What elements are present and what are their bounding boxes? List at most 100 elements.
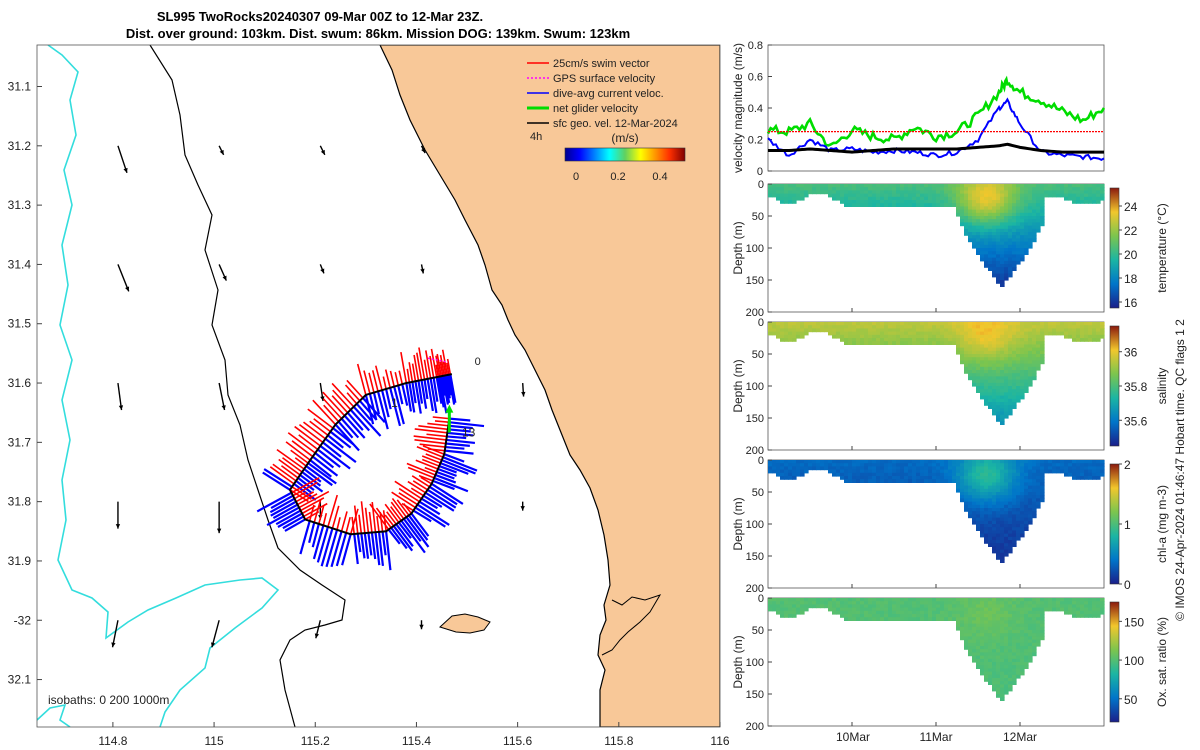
section-cell (1024, 460, 1029, 464)
section-cell (1012, 354, 1017, 358)
section-cell (848, 476, 853, 480)
section-cell (1012, 241, 1017, 246)
section-cell (844, 190, 849, 195)
section-cell (1020, 395, 1025, 400)
section-cell (1036, 492, 1041, 496)
section-cell (876, 328, 881, 333)
section-cell (980, 476, 985, 480)
section-cell (1092, 190, 1097, 195)
section-cell (900, 338, 905, 342)
section-cell (932, 466, 937, 471)
section-cell (984, 264, 989, 268)
section-cell (864, 614, 869, 618)
section-cell (1024, 476, 1029, 480)
section-cell (784, 463, 789, 467)
section-cell (916, 466, 921, 471)
section-cell (964, 495, 969, 499)
section-cell (836, 334, 841, 339)
section-cell (984, 386, 989, 390)
section-cell (968, 196, 973, 201)
section-cell (1068, 196, 1073, 201)
section-cell (1020, 665, 1025, 669)
section-cell (872, 614, 877, 618)
section-cell (992, 389, 997, 393)
section-cell (888, 334, 893, 339)
section-cell (976, 338, 981, 342)
section-cell (1048, 604, 1053, 609)
section-cell (1004, 498, 1009, 503)
section-cell (920, 187, 925, 191)
section-cell (1024, 225, 1029, 230)
section-cell (1000, 472, 1005, 477)
section-cell (912, 190, 917, 195)
section-cell (1020, 219, 1025, 223)
section-cell (988, 610, 993, 615)
section-cell (1012, 463, 1017, 467)
section-cell (1000, 485, 1005, 490)
section-cell (1008, 508, 1013, 512)
section-cell (1020, 482, 1025, 487)
section-cell (988, 257, 993, 262)
section-cell (1016, 235, 1021, 239)
section-cell (1036, 469, 1041, 474)
section-cell (1012, 193, 1017, 198)
section-cell (872, 610, 877, 615)
section-cell (1088, 193, 1093, 198)
section-cell (836, 469, 841, 474)
section-cell (792, 200, 797, 204)
section-cell (880, 341, 885, 345)
section-cell (980, 382, 985, 387)
dive-avg-current-vector (423, 379, 429, 400)
dive-avg-current-vector (311, 523, 320, 548)
section-cell (944, 196, 949, 201)
section-cell (1068, 466, 1073, 471)
section-cell (864, 334, 869, 339)
geo-vector (117, 264, 130, 292)
section-cell (1040, 328, 1045, 333)
section-cell (892, 472, 897, 477)
section-cell (1036, 190, 1041, 195)
section-cell (1004, 617, 1009, 621)
dive-avg-current-vector (435, 473, 457, 484)
section-cell (996, 328, 1001, 333)
section-cell (916, 322, 921, 326)
section-cell (1016, 495, 1021, 499)
section-cell (1016, 344, 1021, 349)
section-cell (968, 203, 973, 207)
section-cell (872, 341, 877, 345)
section-cell (996, 508, 1001, 512)
section-cell (988, 370, 993, 374)
section-cell (1008, 363, 1013, 368)
section-cell (984, 322, 989, 326)
swim-vector (294, 457, 307, 467)
section-cell (856, 601, 861, 605)
section-cell (876, 601, 881, 605)
section-cell (936, 338, 941, 342)
section-cell (980, 184, 985, 188)
section-cell (1084, 184, 1089, 188)
section-cell (1024, 623, 1029, 628)
dive-avg-current-vector (447, 431, 474, 437)
section-cell (900, 479, 905, 483)
section-cell (880, 463, 885, 467)
section-cell (1028, 517, 1033, 522)
section-cell (972, 617, 977, 621)
section-cell (868, 200, 873, 204)
section-cell (988, 517, 993, 522)
section-cell (1040, 601, 1045, 605)
section-cell (868, 460, 873, 464)
section-cell (908, 610, 913, 615)
section-cell (980, 504, 985, 509)
section-cell (812, 466, 817, 471)
section-cell (836, 328, 841, 333)
section-cell (996, 251, 1001, 255)
section-cell (988, 530, 993, 535)
section-cell (1040, 492, 1045, 496)
section-cell (1072, 331, 1077, 336)
section-cell (952, 193, 957, 198)
section-cell (1004, 251, 1009, 255)
section-cell (780, 334, 785, 339)
section-cell (968, 209, 973, 214)
section-ytick-label: 150 (746, 689, 764, 701)
